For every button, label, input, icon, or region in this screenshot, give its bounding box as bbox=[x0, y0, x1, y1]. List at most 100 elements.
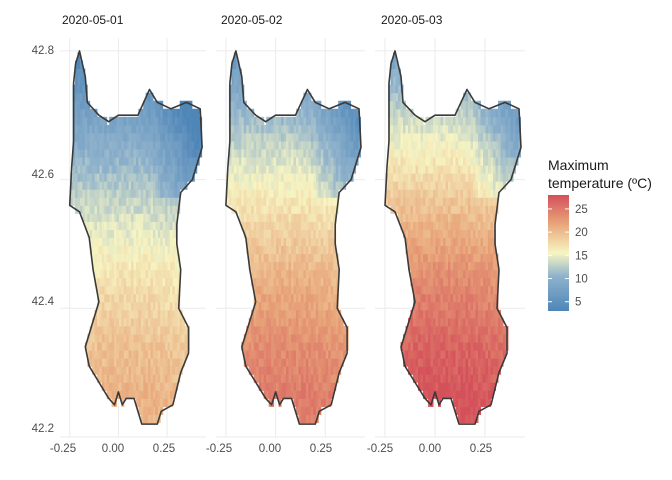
raster-cell bbox=[490, 132, 494, 142]
raster-cell bbox=[490, 140, 494, 150]
raster-cell bbox=[169, 382, 173, 391]
raster-cell bbox=[338, 149, 342, 158]
legend-tick-label: 5 bbox=[575, 297, 581, 309]
raster-cell bbox=[493, 374, 496, 383]
raster-cell bbox=[340, 358, 344, 367]
raster-cell bbox=[318, 261, 322, 271]
raster-cell bbox=[448, 350, 451, 359]
legend-tick-label: 10 bbox=[575, 274, 588, 286]
raster-cell bbox=[433, 165, 436, 174]
raster-cell bbox=[305, 108, 309, 118]
raster-cell bbox=[104, 205, 108, 214]
raster-cell bbox=[480, 334, 484, 343]
raster-cell bbox=[268, 358, 272, 367]
raster-cell bbox=[445, 350, 449, 359]
raster-cell bbox=[268, 325, 272, 335]
raster-cell bbox=[440, 269, 444, 279]
raster-cell bbox=[438, 285, 441, 295]
raster-cell bbox=[415, 213, 419, 222]
raster-cell bbox=[121, 366, 125, 375]
raster-cell bbox=[335, 149, 339, 158]
raster-cell bbox=[398, 205, 401, 214]
raster-cell bbox=[425, 149, 429, 158]
raster-cell bbox=[231, 149, 235, 158]
raster-cell bbox=[390, 165, 394, 174]
raster-cell bbox=[131, 317, 134, 327]
raster-cell bbox=[480, 140, 484, 150]
raster-cell bbox=[440, 366, 444, 375]
raster-cell bbox=[238, 132, 242, 142]
raster-cell bbox=[291, 325, 294, 335]
raster-cell bbox=[167, 398, 171, 407]
raster-cell bbox=[116, 334, 120, 343]
raster-cell bbox=[333, 374, 337, 383]
raster-cell bbox=[241, 108, 245, 118]
raster-cell bbox=[295, 350, 299, 359]
raster-cell bbox=[133, 301, 137, 311]
raster-cell bbox=[423, 245, 426, 255]
raster-cell bbox=[418, 132, 421, 142]
raster-cell bbox=[390, 181, 394, 190]
raster-cell bbox=[305, 317, 309, 327]
raster-cell bbox=[330, 350, 334, 359]
raster-cell bbox=[283, 334, 287, 343]
raster-cell bbox=[313, 406, 317, 415]
raster-cell bbox=[318, 374, 322, 383]
raster-cell bbox=[323, 108, 327, 118]
raster-cell bbox=[388, 149, 391, 158]
raster-cell bbox=[335, 277, 339, 287]
raster-cell bbox=[101, 173, 105, 182]
raster-cell bbox=[328, 285, 332, 295]
raster-cell bbox=[99, 285, 103, 295]
raster-cell bbox=[483, 317, 486, 327]
raster-cell bbox=[241, 124, 245, 134]
raster-cell bbox=[157, 350, 161, 359]
raster-cell bbox=[458, 132, 461, 142]
raster-cell bbox=[315, 261, 319, 271]
raster-cell bbox=[325, 309, 329, 319]
raster-cell bbox=[455, 213, 459, 222]
raster-cell bbox=[325, 173, 329, 182]
raster-cell bbox=[403, 213, 406, 222]
raster-cell bbox=[276, 116, 280, 126]
raster-cell bbox=[111, 116, 115, 126]
raster-cell bbox=[231, 76, 235, 86]
raster-cell bbox=[121, 325, 125, 335]
raster-cell bbox=[418, 374, 421, 383]
raster-cell bbox=[133, 165, 137, 174]
raster-cell bbox=[480, 358, 484, 367]
raster-cell bbox=[475, 132, 479, 142]
raster-cell bbox=[140, 132, 144, 142]
raster-cell bbox=[320, 205, 324, 214]
raster-cell bbox=[145, 116, 149, 126]
raster-cell bbox=[273, 334, 277, 343]
raster-cell bbox=[111, 213, 115, 222]
raster-cell bbox=[470, 197, 474, 206]
raster-cell bbox=[256, 261, 260, 271]
raster-cell bbox=[453, 157, 456, 166]
raster-cell bbox=[148, 390, 152, 399]
raster-cell bbox=[440, 293, 444, 303]
raster-cell bbox=[233, 124, 237, 134]
raster-cell bbox=[111, 237, 115, 247]
raster-cell bbox=[395, 181, 399, 190]
raster-cell bbox=[273, 189, 277, 198]
raster-cell bbox=[251, 140, 255, 150]
raster-cell bbox=[162, 309, 166, 319]
raster-cell bbox=[104, 189, 108, 198]
raster-cell bbox=[258, 293, 262, 303]
raster-cell bbox=[468, 197, 471, 206]
raster-cell bbox=[106, 245, 110, 255]
raster-cell bbox=[428, 237, 431, 247]
raster-cell bbox=[135, 221, 139, 230]
raster-cell bbox=[111, 221, 115, 230]
raster-cell bbox=[393, 116, 396, 126]
raster-cell bbox=[400, 173, 404, 182]
raster-cell bbox=[291, 181, 294, 190]
raster-cell bbox=[415, 149, 419, 158]
raster-cell bbox=[160, 140, 164, 150]
raster-cell bbox=[135, 374, 139, 383]
raster-cell bbox=[470, 293, 474, 303]
raster-cell bbox=[288, 149, 292, 158]
raster-cell bbox=[160, 350, 164, 359]
